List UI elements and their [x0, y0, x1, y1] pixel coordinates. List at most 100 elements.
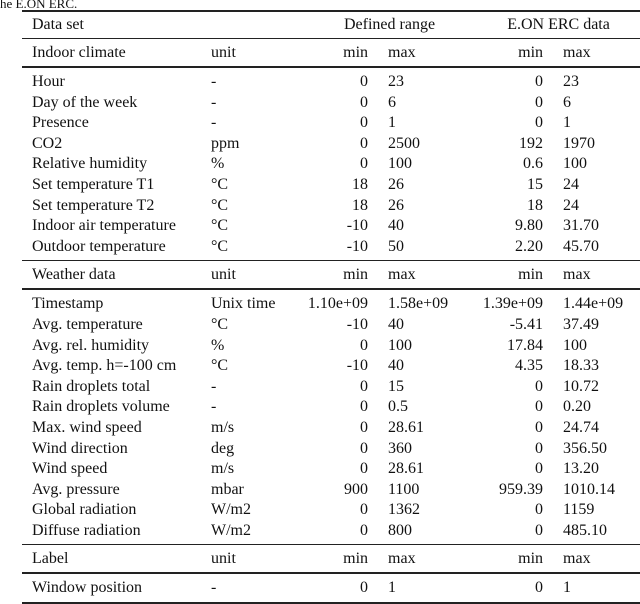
cell-unit: W/m2: [211, 521, 251, 539]
cell-min: 0: [360, 134, 369, 152]
cell-max2: 24: [563, 175, 580, 193]
cell-max: 28.61: [388, 418, 425, 436]
cell-unit: %: [211, 155, 225, 173]
cell-unit: °C: [211, 357, 229, 375]
cell-min2: 9.80: [515, 217, 544, 235]
section-header-max2: max: [543, 544, 640, 575]
cell-min2: 18: [527, 196, 544, 214]
cell-min2: 0: [535, 93, 544, 111]
table-row: Wind speed m/s 0 28.61 0 13.20: [22, 459, 640, 480]
table-row: Hour - 0 23 0 23: [22, 67, 640, 93]
section-header-max: max: [368, 38, 478, 68]
cell-unit: °C: [211, 196, 229, 214]
cell-max: 23: [388, 73, 405, 90]
cell-min2: 0.6: [523, 155, 544, 173]
table-row: Set temperature T1 °C 18 26 15 24: [22, 175, 640, 196]
cell-min2: 959.39: [499, 480, 544, 498]
cell-max: 40: [388, 357, 405, 375]
cell-min2: 0: [535, 418, 544, 436]
cell-max: 0.5: [388, 398, 409, 416]
table-row: Timestamp Unix time 1.10e+09 1.58e+09 1.39e+…: [22, 289, 640, 315]
cell-unit: -: [211, 398, 217, 416]
table-row: Avg. temperature °C -10 40 -5.41 37.49: [22, 315, 640, 336]
table-row: Day of the week - 0 6 0 6: [22, 93, 640, 114]
section-header-unit: unit: [211, 544, 303, 575]
table-header-row: Data set Defined range E.ON ERC data: [22, 10, 640, 39]
cell-max: 1: [388, 114, 397, 132]
cell-max2: 485.10: [563, 521, 608, 539]
cell-unit: m/s: [211, 460, 235, 478]
cell-max2: 1: [543, 573, 640, 604]
table-row: Relative humidity% 0 100 0.6 100: [22, 154, 640, 175]
section-header-min: min: [302, 544, 369, 575]
table-row: Avg. pressure mbar 900 1100 959.39 1010.14: [22, 480, 640, 501]
cell-max2: 100: [563, 155, 588, 173]
cell-max: 1.58e+09: [388, 295, 449, 313]
cell-min2: 192: [519, 134, 544, 152]
cell-max: 360: [388, 439, 413, 457]
cell-name: Day of the week: [32, 93, 138, 111]
cell-max2: 31.70: [563, 217, 600, 235]
section-header-name: Indoor climate: [22, 38, 211, 68]
cell-max2: 1970: [563, 134, 596, 152]
cell-min: 0: [360, 73, 369, 90]
cell-min2: 1.39e+09: [482, 295, 544, 313]
table-body: Data set Defined range E.ON ERC data Ind…: [22, 10, 640, 604]
section-header-min: min: [302, 260, 369, 291]
cell-max: 40: [388, 217, 405, 235]
cell-name: Avg. temperature: [32, 315, 143, 333]
cell-max2: 13.20: [563, 460, 600, 478]
section-header-max: max: [368, 260, 478, 291]
cell-max: 6: [388, 93, 397, 111]
cell-unit: mbar: [211, 480, 244, 498]
cell-name: Global radiation: [32, 501, 137, 519]
table-row: Global radiation W/m2 0 1362 0 1159: [22, 500, 640, 521]
cell-name: Set temperature T1: [32, 175, 155, 193]
cell-unit: °C: [211, 175, 229, 193]
section-header-row: Weather data unit min max min max: [22, 260, 640, 291]
cell-min: -10: [346, 357, 369, 375]
section-header-min2: min: [477, 544, 544, 575]
table-row: Avg. rel. humidity% 0 100 17.84 100: [22, 336, 640, 357]
cell-min2: 15: [527, 175, 544, 193]
cell-name: Presence: [32, 114, 89, 132]
cell-name: Avg. temp. h=-100 cm: [32, 357, 177, 375]
cell-name: Indoor air temperature: [32, 217, 176, 235]
cell-min2: 0: [535, 398, 544, 416]
cell-min2: 2.20: [515, 237, 544, 255]
cell-max2: 1010.14: [563, 480, 616, 498]
cell-max2: 1159: [563, 501, 595, 519]
cell-min: 18: [352, 175, 369, 193]
cell-max2: 23: [563, 73, 580, 90]
cell-max: 2500: [388, 134, 421, 152]
cell-max2: 1: [563, 114, 572, 132]
cell-min: 0: [302, 573, 369, 604]
cell-name: Hour: [32, 73, 65, 90]
cell-min: 0: [360, 114, 369, 132]
cell-max2: 356.50: [563, 439, 608, 457]
header-defined-range: Defined range: [302, 10, 478, 39]
cell-name: Timestamp: [32, 295, 104, 313]
cell-unit: °C: [211, 217, 229, 235]
cell-max2: 0.20: [563, 398, 592, 416]
cell-name: Rain droplets volume: [32, 398, 170, 416]
cell-max: 15: [388, 377, 405, 395]
cell-max2: 6: [563, 93, 572, 111]
cell-min2: 0: [477, 573, 544, 604]
section-header-min2: min: [477, 260, 544, 291]
cell-min: 0: [360, 336, 369, 354]
cell-min2: 0: [535, 460, 544, 478]
cell-max: 26: [388, 196, 405, 214]
cell-max2: 24: [563, 196, 580, 214]
cell-min: -10: [346, 315, 369, 333]
section-header-name: Weather data: [22, 260, 211, 291]
cell-name: Wind direction: [32, 439, 128, 457]
cell-name: Avg. pressure: [32, 480, 120, 498]
header-data-set: Data set: [22, 10, 303, 39]
cell-name: Rain droplets total: [32, 377, 151, 395]
table-row: Avg. temp. h=-100 cm °C -10 40 4.35 18.33: [22, 356, 640, 377]
cell-unit: Unix time: [211, 295, 276, 313]
table-row: Set temperature T2 °C 18 26 18 24: [22, 196, 640, 217]
cell-name: Avg. rel. humidity: [32, 336, 150, 354]
cell-name: CO2: [32, 134, 63, 152]
